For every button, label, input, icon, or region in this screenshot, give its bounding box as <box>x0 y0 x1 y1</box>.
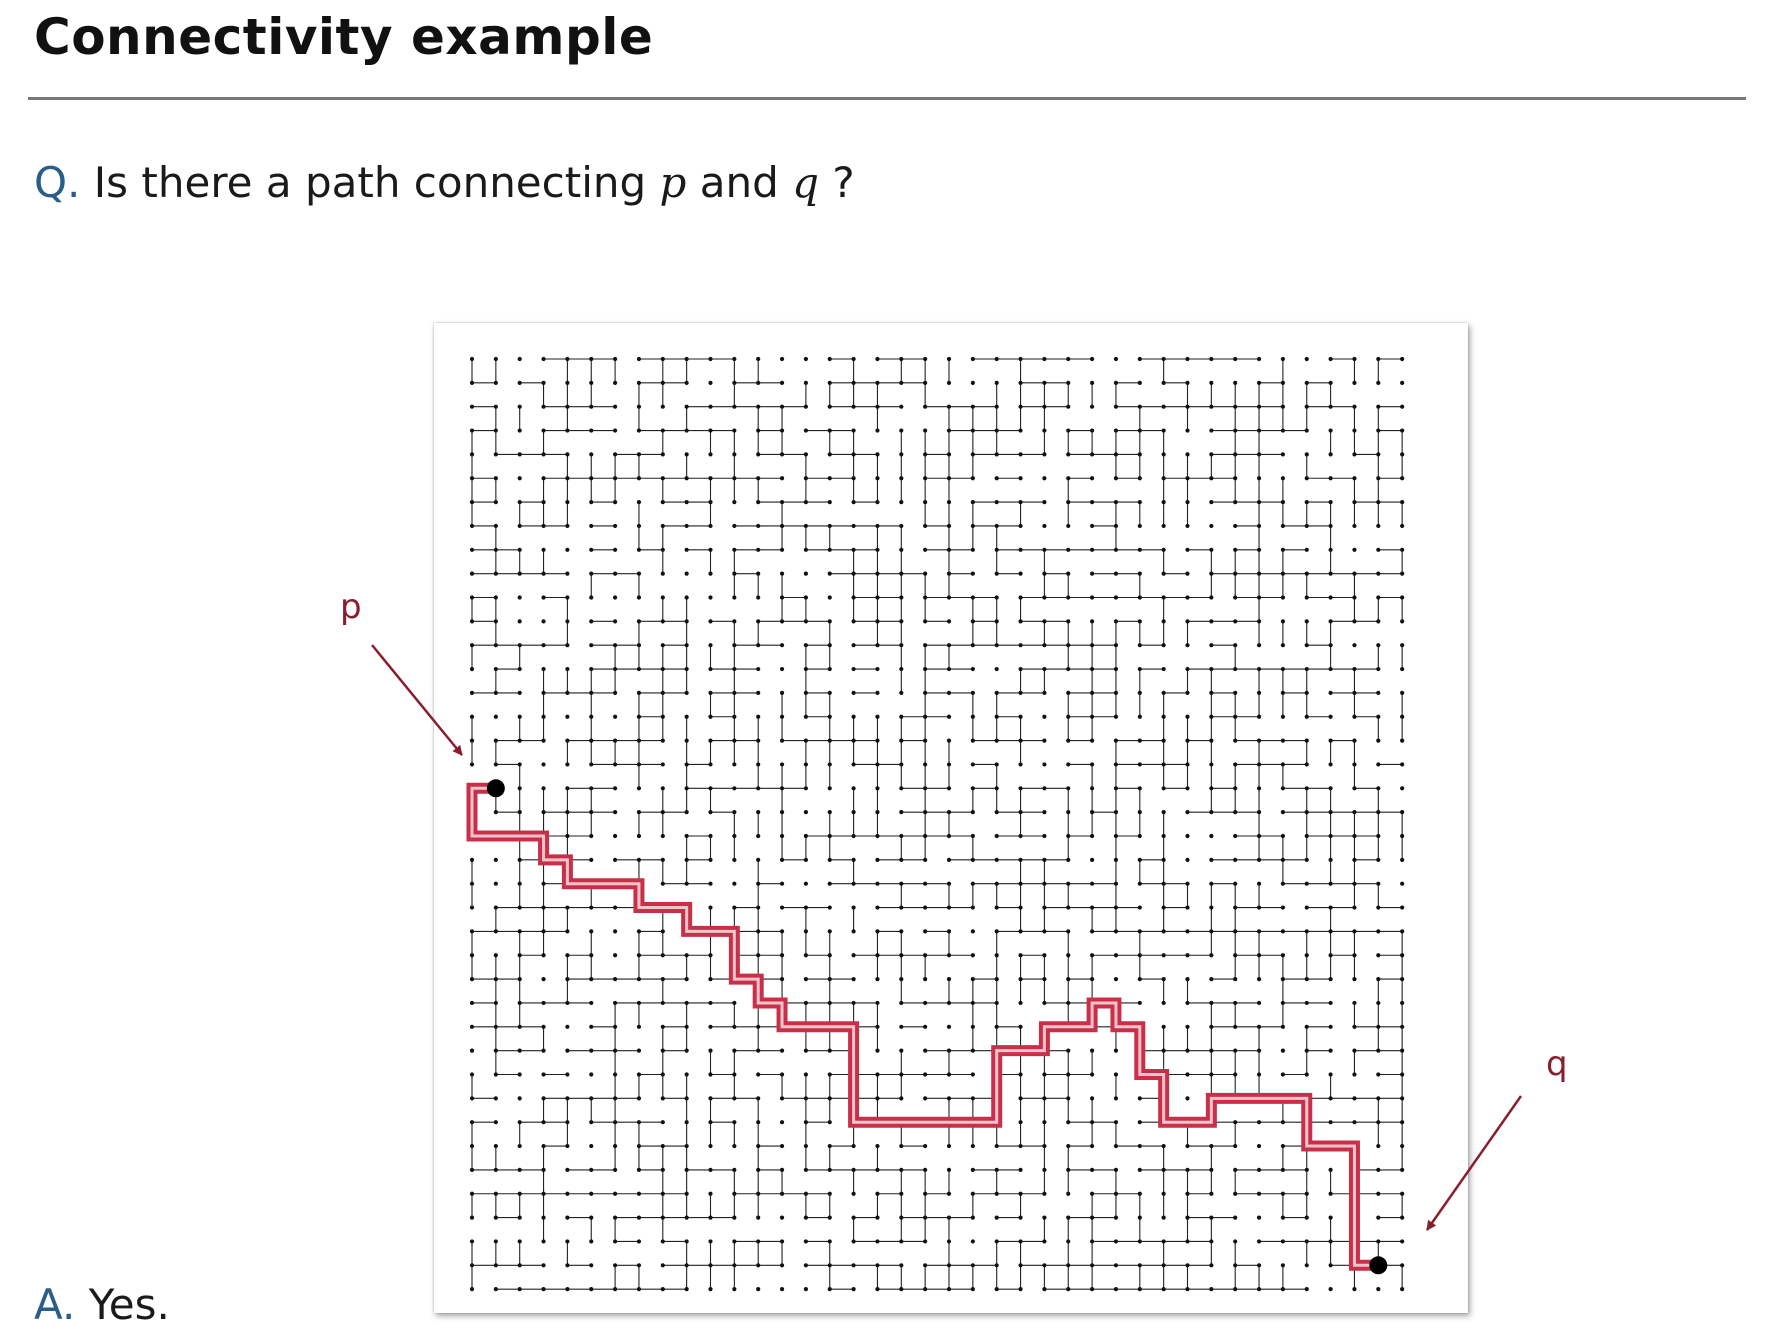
p-node <box>486 779 505 798</box>
question-text-before: Is there a path connecting <box>93 158 647 207</box>
label-p: p <box>340 587 362 627</box>
connectivity-grid <box>466 356 1405 1292</box>
question-line: Q. Is there a path connecting p and q ? <box>34 158 855 207</box>
answer-label: A. <box>34 1280 76 1329</box>
connecting-path-inner <box>470 786 1379 1267</box>
label-q: q <box>1546 1044 1568 1084</box>
question-var-q: q <box>792 158 820 207</box>
answer-text: Yes. <box>88 1280 170 1329</box>
q-node <box>1369 1256 1388 1275</box>
question-var-p: p <box>659 158 687 207</box>
question-text-mid: and <box>699 158 779 207</box>
grid-edges <box>471 358 1403 1290</box>
grid-nodes <box>469 356 1405 1292</box>
slide-title: Connectivity example <box>34 8 654 66</box>
grid-figure <box>434 323 1468 1313</box>
title-divider <box>28 97 1746 100</box>
question-label: Q. <box>34 158 81 207</box>
question-text-after: ? <box>832 158 855 207</box>
answer-line: A. Yes. <box>34 1280 170 1329</box>
